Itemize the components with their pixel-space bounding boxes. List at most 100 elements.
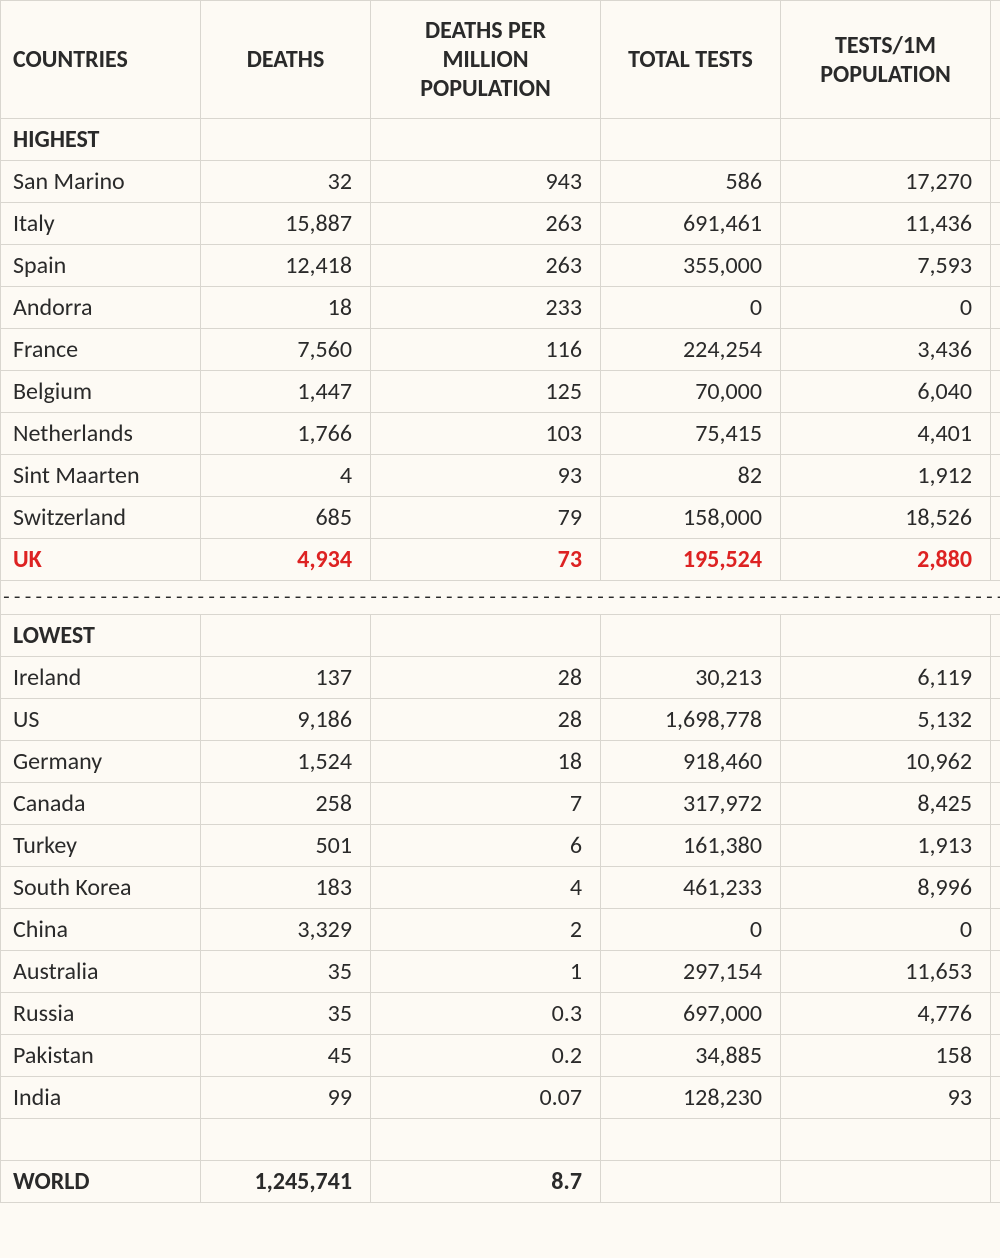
table-row: India990.07128,23093 bbox=[1, 1077, 1000, 1119]
cell-country: Turkey bbox=[1, 825, 201, 867]
cell-dpm: 6 bbox=[371, 825, 601, 867]
cell-country: Australia bbox=[1, 951, 201, 993]
cell-dpm: 7 bbox=[371, 783, 601, 825]
cell-deaths: 258 bbox=[201, 783, 371, 825]
cell-tpm: 8,996 bbox=[781, 867, 991, 909]
cell-dpm: 28 bbox=[371, 699, 601, 741]
cell-tpm: 4,401 bbox=[781, 413, 991, 455]
cell-dpm: 1 bbox=[371, 951, 601, 993]
cell-dpm: 73 bbox=[371, 539, 601, 581]
cell-country: China bbox=[1, 909, 201, 951]
cell-deaths: 99 bbox=[201, 1077, 371, 1119]
cell-dpm: 28 bbox=[371, 657, 601, 699]
cell-tpm: 158 bbox=[781, 1035, 991, 1077]
table-row: Germany1,52418918,46010,962 bbox=[1, 741, 1000, 783]
cell-country: WORLD bbox=[1, 1161, 201, 1203]
cell-dpm: 233 bbox=[371, 287, 601, 329]
table-row: Andorra1823300 bbox=[1, 287, 1000, 329]
cell-deaths: 7,560 bbox=[201, 329, 371, 371]
cell-deaths: 685 bbox=[201, 497, 371, 539]
cell-country: Germany bbox=[1, 741, 201, 783]
table-row: South Korea1834461,2338,996 bbox=[1, 867, 1000, 909]
cell-dpm: 263 bbox=[371, 203, 601, 245]
cell-tests: 297,154 bbox=[601, 951, 781, 993]
cell-deaths: 1,524 bbox=[201, 741, 371, 783]
col-tpm: TESTS/1M POPULATION bbox=[781, 1, 991, 119]
cell-tests: 34,885 bbox=[601, 1035, 781, 1077]
cell-tpm: 1,912 bbox=[781, 455, 991, 497]
table-row: Russia350.3697,0004,776 bbox=[1, 993, 1000, 1035]
section-header: LOWEST bbox=[1, 615, 1000, 657]
cell-tpm: 17,270 bbox=[781, 161, 991, 203]
cell-tpm: 6,119 bbox=[781, 657, 991, 699]
cell-deaths: 9,186 bbox=[201, 699, 371, 741]
divider: ----------------------------------------… bbox=[1, 581, 1000, 615]
cell-tests: 691,461 bbox=[601, 203, 781, 245]
cell-country: South Korea bbox=[1, 867, 201, 909]
table-row: Turkey5016161,3801,913 bbox=[1, 825, 1000, 867]
cell-country: Russia bbox=[1, 993, 201, 1035]
table-row: US9,186281,698,7785,132 bbox=[1, 699, 1000, 741]
cell-dpm: 18 bbox=[371, 741, 601, 783]
table-row: San Marino3294358617,270 bbox=[1, 161, 1000, 203]
cell-country: San Marino bbox=[1, 161, 201, 203]
cell-tests: 586 bbox=[601, 161, 781, 203]
cell-tests: 317,972 bbox=[601, 783, 781, 825]
section-label: HIGHEST bbox=[1, 119, 201, 161]
cell-tests: 224,254 bbox=[601, 329, 781, 371]
table-row: China3,329200 bbox=[1, 909, 1000, 951]
cell-tpm: 1,913 bbox=[781, 825, 991, 867]
cell-deaths: 4,934 bbox=[201, 539, 371, 581]
cell-tests: 158,000 bbox=[601, 497, 781, 539]
cell-deaths: 45 bbox=[201, 1035, 371, 1077]
cell-tests: 82 bbox=[601, 455, 781, 497]
cell-tpm: 11,436 bbox=[781, 203, 991, 245]
table-row: Australia351297,15411,653 bbox=[1, 951, 1000, 993]
cell-tests: 30,213 bbox=[601, 657, 781, 699]
header-row: COUNTRIES DEATHS DEATHS PER MILLION POPU… bbox=[1, 1, 1000, 119]
cell-tests: 75,415 bbox=[601, 413, 781, 455]
cell-tests: 128,230 bbox=[601, 1077, 781, 1119]
cell-tpm: 10,962 bbox=[781, 741, 991, 783]
table-row: Pakistan450.234,885158 bbox=[1, 1035, 1000, 1077]
empty-row bbox=[1, 1119, 1000, 1161]
cell-deaths: 32 bbox=[201, 161, 371, 203]
cell-country: UK bbox=[1, 539, 201, 581]
table-row: UK4,93473195,5242,880 bbox=[1, 539, 1000, 581]
cell-deaths: 18 bbox=[201, 287, 371, 329]
cell-deaths: 183 bbox=[201, 867, 371, 909]
cell-tpm: 11,653 bbox=[781, 951, 991, 993]
cell-deaths: 501 bbox=[201, 825, 371, 867]
cell-dpm: 2 bbox=[371, 909, 601, 951]
cell-deaths: 35 bbox=[201, 993, 371, 1035]
cell-tests: 697,000 bbox=[601, 993, 781, 1035]
cell-deaths: 35 bbox=[201, 951, 371, 993]
cell-country: Netherlands bbox=[1, 413, 201, 455]
cell-tpm: 93 bbox=[781, 1077, 991, 1119]
cell-tests: 161,380 bbox=[601, 825, 781, 867]
cell-deaths: 137 bbox=[201, 657, 371, 699]
cell-country: France bbox=[1, 329, 201, 371]
cell-dpm: 79 bbox=[371, 497, 601, 539]
cell-deaths: 1,766 bbox=[201, 413, 371, 455]
cell-dpm: 943 bbox=[371, 161, 601, 203]
col-countries: COUNTRIES bbox=[1, 1, 201, 119]
cell-dpm: 103 bbox=[371, 413, 601, 455]
cell-deaths: 4 bbox=[201, 455, 371, 497]
table-row: France7,560116224,2543,436 bbox=[1, 329, 1000, 371]
cell-tpm: 0 bbox=[781, 287, 991, 329]
cell-tpm: 8,425 bbox=[781, 783, 991, 825]
cell-tests: 0 bbox=[601, 909, 781, 951]
cell-dpm: 8.7 bbox=[371, 1161, 601, 1203]
col-deaths: DEATHS bbox=[201, 1, 371, 119]
section-label: LOWEST bbox=[1, 615, 201, 657]
cell-deaths: 15,887 bbox=[201, 203, 371, 245]
table-row: Ireland1372830,2136,119 bbox=[1, 657, 1000, 699]
cell-deaths: 3,329 bbox=[201, 909, 371, 951]
cell-tests: 355,000 bbox=[601, 245, 781, 287]
cell-deaths: 12,418 bbox=[201, 245, 371, 287]
covid-stats-table: COUNTRIES DEATHS DEATHS PER MILLION POPU… bbox=[0, 0, 1000, 1203]
cell-tpm: 18,526 bbox=[781, 497, 991, 539]
cell-dpm: 125 bbox=[371, 371, 601, 413]
table-row: Belgium1,44712570,0006,040 bbox=[1, 371, 1000, 413]
